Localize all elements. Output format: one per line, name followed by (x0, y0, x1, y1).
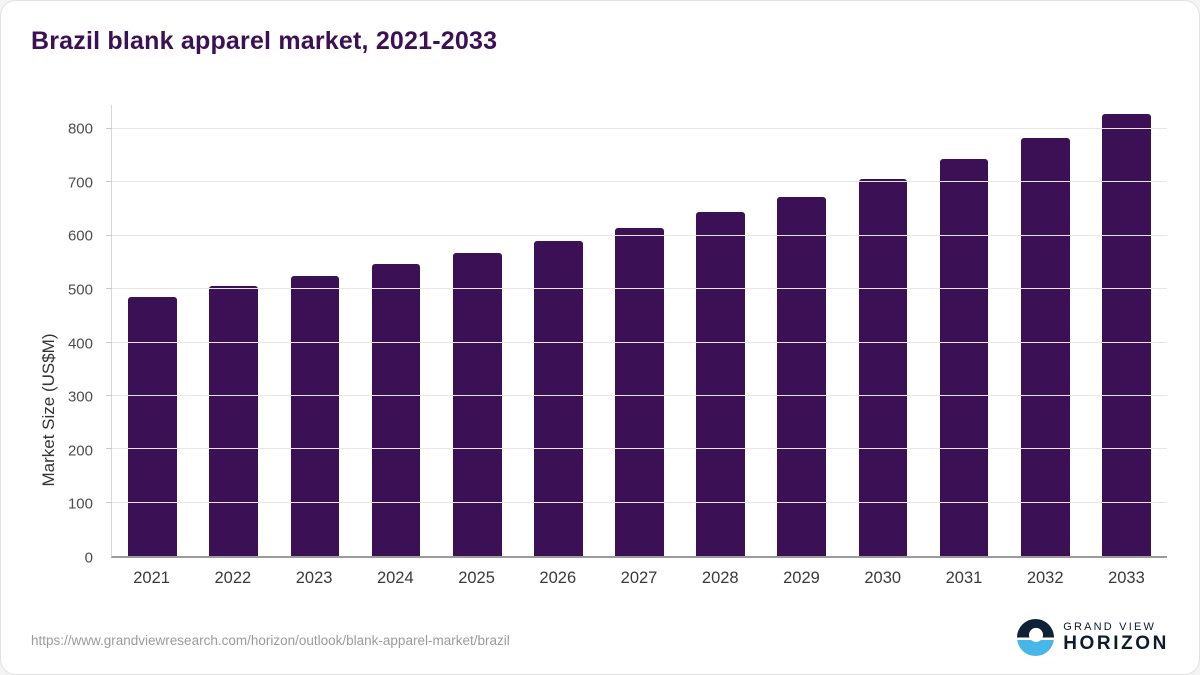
bar-2022 (209, 286, 259, 556)
y-tick-mark (106, 181, 112, 183)
bar-2021 (128, 297, 177, 556)
bar-slot (437, 105, 518, 556)
x-axis-labels: 2021 2022 2023 2024 2025 2026 2027 2028 2029 2030… (111, 569, 1167, 588)
bar-slot (842, 105, 923, 556)
y-tick-label: 700 (67, 174, 93, 192)
bar-2023 (290, 275, 340, 556)
source-url: https://www.grandviewresearch.com/horizo… (31, 633, 510, 648)
horizon-sun-icon (1028, 627, 1043, 642)
y-tick-mark (106, 448, 112, 450)
bar-slot (355, 105, 436, 556)
y-tick-mark (106, 128, 112, 130)
y-tick-label: 0 (84, 549, 93, 567)
x-tick-label: 2027 (620, 569, 658, 587)
bar-slot (518, 105, 599, 556)
gridline (112, 448, 1167, 450)
x-tick-label: 2028 (701, 569, 739, 587)
bar-2030 (858, 179, 908, 556)
x-tick-label: 2030 (864, 569, 902, 587)
chart-title: Brazil blank apparel market, 2021-2033 (31, 27, 498, 55)
y-tick-label: 100 (67, 495, 93, 513)
bar-2024 (371, 264, 421, 556)
y-tick-mark (106, 501, 112, 503)
bar-slot (680, 105, 761, 556)
gridline (112, 501, 1167, 503)
bar-slot (599, 105, 680, 556)
y-tick-mark (106, 394, 112, 396)
y-tick-label: 600 (67, 227, 93, 245)
x-tick-label: 2032 (1026, 569, 1064, 587)
x-tick-label: 2021 (133, 569, 170, 587)
bar-2029 (777, 196, 827, 556)
x-tick-label: 2029 (783, 569, 820, 587)
bar-slot (193, 105, 274, 556)
gridline (112, 181, 1167, 183)
y-tick-label: 300 (67, 388, 93, 406)
bar-slot (1086, 105, 1167, 556)
y-tick-mark (106, 341, 112, 343)
x-tick-label: 2031 (945, 569, 983, 587)
x-tick-label: 2033 (1108, 569, 1145, 587)
gridline (112, 234, 1167, 236)
bar-slot (924, 105, 1005, 556)
y-axis-labels: Market Size (US$M) 0 100 200 300 400 500 600 70… (1, 105, 103, 567)
bar-slot (112, 105, 193, 556)
y-tick-label: 500 (67, 281, 93, 299)
gridline (112, 394, 1167, 396)
gridline (112, 288, 1167, 290)
horizon-logo-icon (1017, 619, 1055, 656)
bar-2027 (615, 227, 664, 556)
bar-2032 (1020, 137, 1070, 556)
x-tick-label: 2026 (539, 569, 577, 587)
bar-2026 (534, 241, 583, 556)
gridline (112, 341, 1167, 343)
logo-horizon: HORIZON (1063, 633, 1169, 655)
bar-2031 (939, 158, 989, 556)
bars (112, 105, 1167, 556)
logo-grand-view: GRAND VIEW (1063, 620, 1157, 633)
x-tick-label: 2025 (458, 569, 495, 587)
y-tick-mark (106, 234, 112, 236)
bar-slot (761, 105, 842, 556)
bar-slot (274, 105, 355, 556)
y-tick-label: 800 (67, 120, 93, 138)
bar-2025 (452, 252, 502, 556)
gridline (112, 128, 1167, 130)
y-tick-label: 400 (67, 335, 93, 353)
x-tick-label: 2022 (214, 569, 252, 587)
plot-area (106, 105, 1167, 558)
grand-view-horizon-logo: GRAND VIEW HORIZON (1017, 619, 1169, 656)
x-tick-label: 2024 (376, 569, 414, 587)
x-tick-label: 2023 (295, 569, 333, 587)
bar-2033 (1102, 114, 1151, 556)
y-tick-label: 200 (67, 442, 93, 460)
y-axis-title: Market Size (US$M) (39, 333, 58, 487)
bar-2028 (696, 212, 746, 556)
y-tick-mark (106, 288, 112, 290)
logo-text: GRAND VIEW HORIZON (1063, 621, 1169, 655)
bar-slot (1005, 105, 1086, 556)
